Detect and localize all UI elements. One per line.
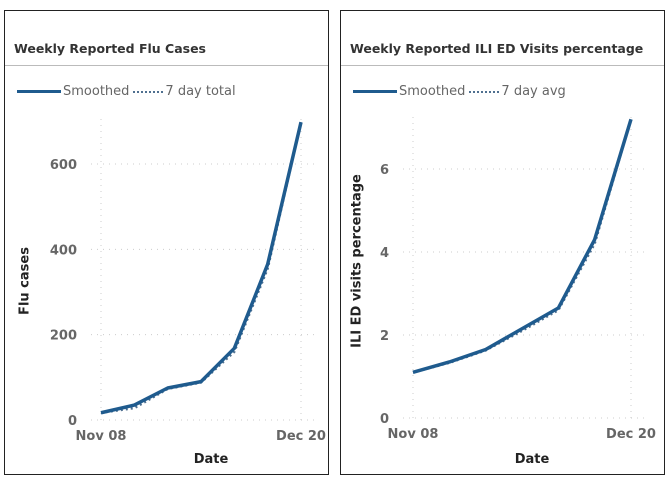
y-tick-label: 400: [50, 243, 77, 258]
y-tick-label: 6: [380, 163, 389, 178]
x-tick-label: Dec 20: [276, 429, 326, 444]
y-axis-label: ILI ED visits percentage: [350, 174, 365, 348]
legend-label: 7 day avg: [501, 84, 566, 99]
legend-swatch-solid: [353, 90, 397, 93]
ili-chart: 0 2 4 6 Nov 08 Dec 20 Date ILI ED visits percen…: [350, 114, 656, 467]
x-axis-label: Date: [194, 452, 229, 467]
flu-cases-chart: 0 200 400 600 Nov 08 Dec 20 Date Flu cases: [18, 116, 326, 467]
legend-label: 7 day total: [165, 84, 236, 99]
x-tick-label: Nov 08: [76, 429, 127, 444]
series-line-smoothed: [412, 118, 633, 375]
legend-swatch-solid: [17, 90, 61, 93]
y-tick-label: 600: [50, 158, 77, 173]
legend-label: Smoothed: [399, 84, 466, 99]
legend: Smoothed 7 day total: [17, 84, 236, 99]
x-axis-label: Date: [515, 452, 550, 467]
divider: [341, 65, 664, 66]
y-tick-label: 4: [380, 246, 389, 261]
legend-label: Smoothed: [63, 84, 130, 99]
ili-panel: Weekly Reported ILI ED Visits percentage…: [340, 10, 665, 475]
y-tick-label: 2: [380, 329, 389, 344]
chart-title: Weekly Reported ILI ED Visits percentage: [350, 41, 644, 56]
series-line-7-day-avg: [412, 118, 633, 374]
series-line-smoothed: [100, 121, 303, 415]
divider: [5, 65, 328, 66]
y-axis-label: Flu cases: [18, 247, 33, 315]
chart-title: Weekly Reported Flu Cases: [14, 41, 206, 56]
legend-swatch-dotted: [469, 90, 500, 93]
legend: Smoothed 7 day avg: [353, 84, 566, 99]
flu-cases-panel: Weekly Reported Flu Cases Smoothed 7 day…: [4, 10, 329, 475]
y-tick-label: 0: [68, 414, 77, 429]
y-tick-label: 0: [380, 412, 389, 427]
x-tick-label: Nov 08: [388, 427, 439, 442]
y-tick-label: 200: [50, 329, 77, 344]
series-line-7-day-total: [100, 121, 303, 414]
x-tick-label: Dec 20: [606, 427, 656, 442]
legend-swatch-dotted: [133, 90, 164, 93]
